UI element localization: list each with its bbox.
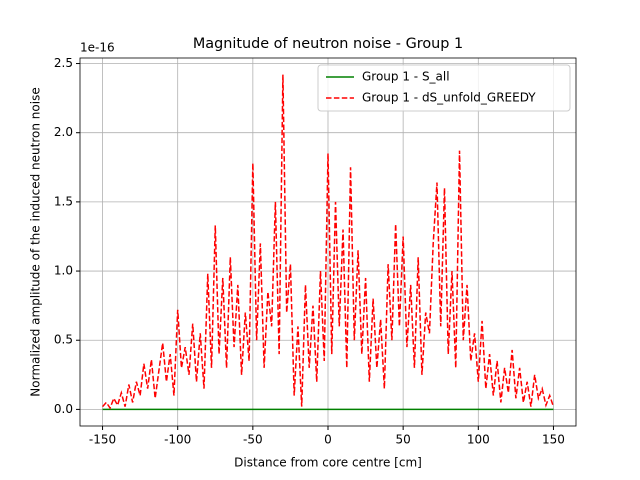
y-tick-label: 2.0 [54,125,73,139]
y-tick-label: 1.0 [54,264,73,278]
x-axis-label: Distance from core centre [cm] [234,456,422,470]
axes-frame [79,57,577,427]
x-tick-label: 50 [396,433,411,447]
y-axis-label: Normalized amplitude of the induced neut… [29,87,43,396]
legend-label: Group 1 - dS_unfold_GREEDY [362,91,536,105]
legend-box [317,64,571,112]
y-tick-label: 2.5 [54,56,73,70]
y-tick-label: 1.5 [54,194,73,208]
y-tick-label: 0.5 [54,333,73,347]
x-tick-label: -50 [243,433,263,447]
y-tick-label: 0.0 [54,402,73,416]
x-tick-label: -100 [164,433,191,447]
x-tick-label: 0 [324,433,332,447]
legend-label: Group 1 - S_all [362,70,450,84]
series-line [101,74,555,410]
x-tick-label: -150 [89,433,116,447]
chart-title: Magnitude of neutron noise - Group 1 [193,36,463,52]
y-offset-label: 1e-16 [80,41,115,55]
x-tick-label: 100 [467,433,490,447]
x-tick-label: 150 [542,433,565,447]
